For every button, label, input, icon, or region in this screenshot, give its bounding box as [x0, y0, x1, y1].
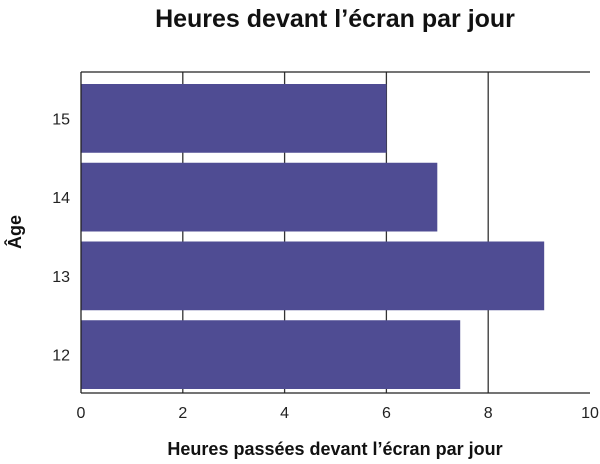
y-axis-label: Âge: [4, 215, 25, 249]
x-tick-label: 2: [178, 405, 187, 422]
y-tick-labels: 15 14 13 12: [52, 111, 70, 364]
x-tick-label: 0: [77, 405, 86, 422]
chart-title: Heures devant l’écran par jour: [155, 5, 515, 33]
bar-age-14: [81, 162, 438, 232]
x-tick-labels: 0 2 4 6 8 10: [77, 405, 599, 422]
x-tick-label: 6: [382, 405, 391, 422]
bar-age-13: [81, 241, 545, 311]
y-tick-label: 15: [52, 111, 70, 128]
y-tick-label: 12: [52, 348, 70, 365]
y-tick-label: 13: [52, 269, 70, 286]
x-tick-label: 10: [581, 405, 599, 422]
x-tick-label: 8: [484, 405, 493, 422]
axes: [80, 71, 590, 394]
x-tick-label: 4: [280, 405, 289, 422]
bar-age-12: [81, 320, 461, 389]
x-axis-label: Heures passées devant l’écran par jour: [167, 439, 502, 459]
y-tick-label: 14: [52, 190, 70, 207]
bar-age-15: [81, 84, 387, 153]
bars: [81, 84, 545, 389]
